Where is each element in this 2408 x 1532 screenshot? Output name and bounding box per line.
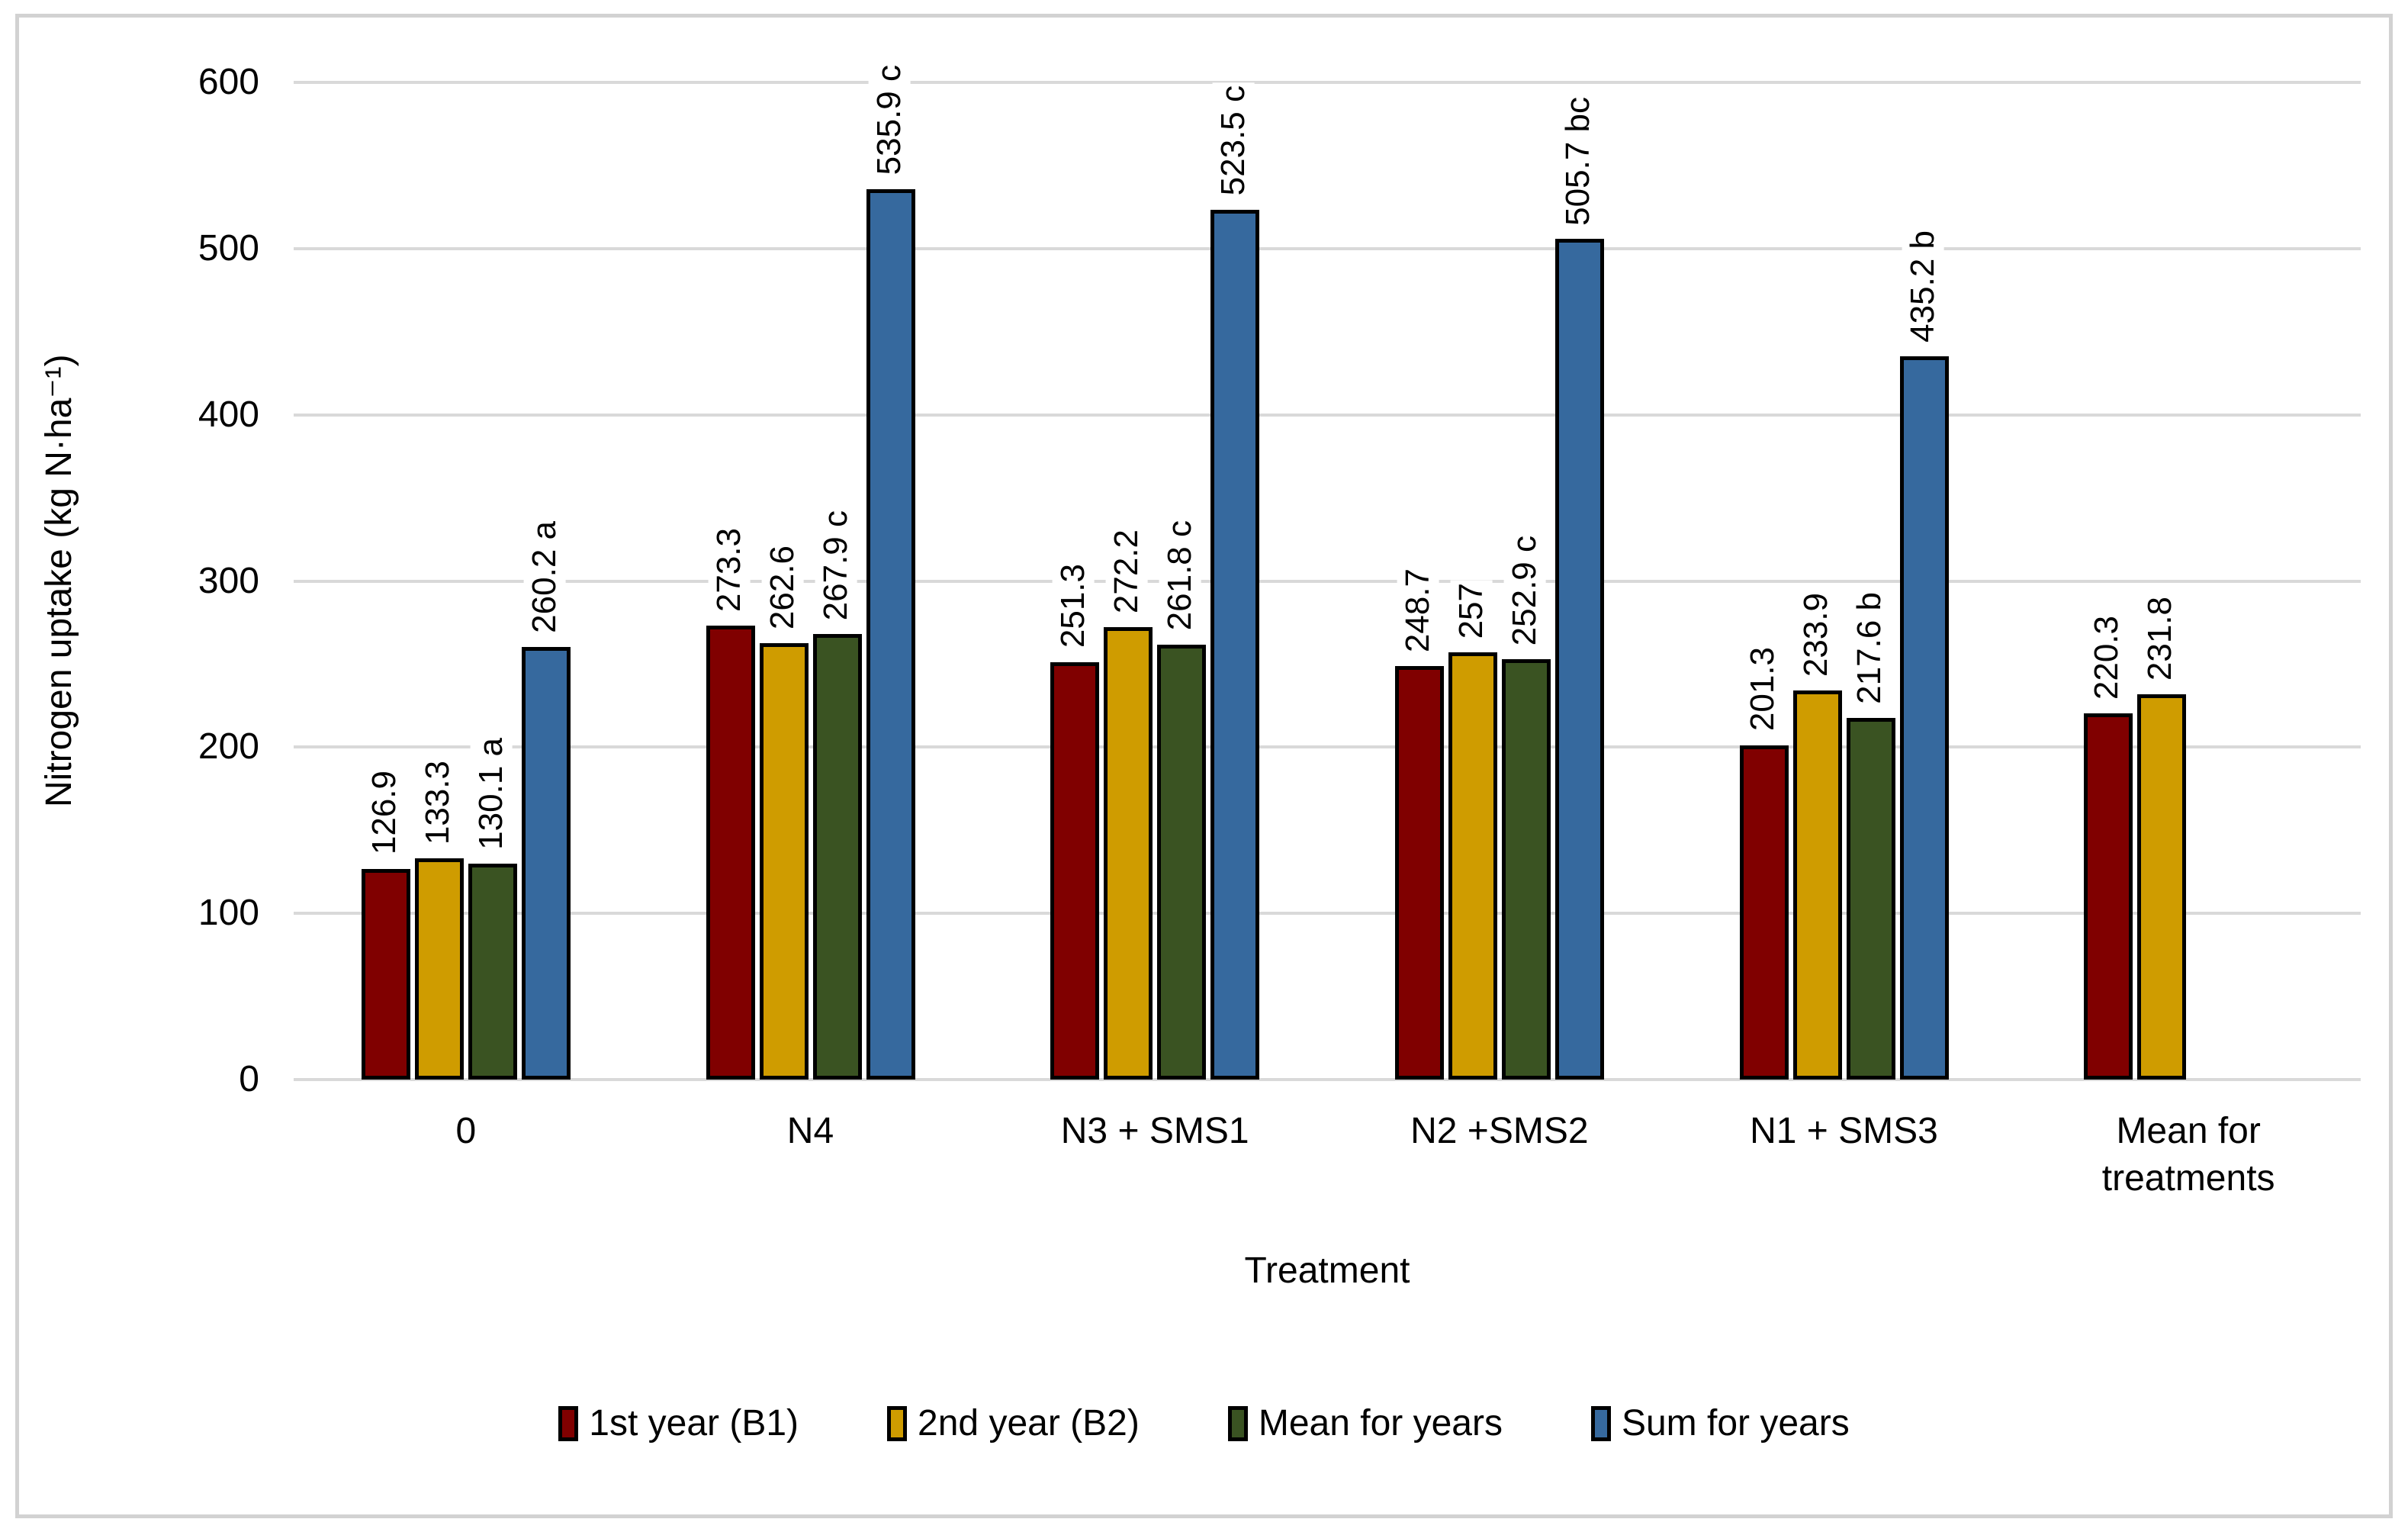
legend-swatch [1590, 1406, 1611, 1441]
bar-2nd-year-b2- [759, 642, 809, 1080]
bar-1st-year-b1- [2084, 713, 2133, 1080]
bar-value-label: 252.9 c [1503, 532, 1546, 649]
legend: 1st year (B1) 2nd year (B2) Mean for years… [0, 1405, 2408, 1442]
x-category-label: 0 [455, 1111, 477, 1151]
bar-mean-for-years [1501, 659, 1551, 1080]
legend-swatch [887, 1406, 908, 1441]
legend-label: 2nd year (B2) [918, 1403, 1140, 1443]
bar-2nd-year-b2- [1104, 627, 1153, 1080]
bar-1st-year-b1- [361, 868, 410, 1080]
x-axis-title: Treatment [1244, 1250, 1410, 1291]
legend-item: 1st year (B1) [558, 1405, 799, 1442]
y-tick-label: 200 [198, 726, 259, 768]
bar-mean-for-years [468, 863, 517, 1080]
x-category-label: N2 +SMS2 [1410, 1111, 1589, 1151]
bar-value-label: 435.2 b [1902, 227, 1944, 346]
x-category-label: N1 + SMS3 [1750, 1111, 1938, 1151]
bar-mean-for-years [1846, 717, 1895, 1080]
bar-value-label: 126.9 [363, 768, 406, 858]
bar-value-label: 272.2 [1106, 526, 1148, 617]
y-tick-label: 600 [198, 62, 259, 102]
bar-value-label: 217.6 b [1848, 589, 1891, 707]
y-tick-label: 300 [198, 560, 259, 601]
bar-sum-for-years [1554, 239, 1604, 1080]
y-tick-label: 400 [198, 394, 259, 435]
y-tick-label: 100 [198, 893, 259, 934]
legend-label: Mean for years [1258, 1403, 1503, 1443]
bar-mean-for-years [812, 634, 862, 1080]
x-category-label: N3 + SMS1 [1060, 1111, 1249, 1151]
bar-1st-year-b1- [1739, 745, 1789, 1080]
bar-value-label: 251.3 [1053, 561, 1095, 652]
bar-value-label: 260.2 a [523, 518, 566, 637]
x-category-label: N4 [786, 1111, 834, 1151]
bar-mean-for-years [1157, 644, 1207, 1080]
bar-value-label: 201.3 [1741, 644, 1784, 735]
gridline [294, 413, 2361, 417]
bar-2nd-year-b2- [1792, 690, 1842, 1080]
bar-2nd-year-b2- [2137, 694, 2187, 1080]
bar-value-label: 505.7 bc [1557, 93, 1599, 229]
bar-value-label: 248.7 [1397, 565, 1439, 656]
legend-label: Sum for years [1621, 1403, 1850, 1443]
gridline [294, 912, 2361, 916]
bar-sum-for-years [1210, 209, 1260, 1080]
y-tick-label: 500 [198, 227, 259, 269]
gridline [294, 246, 2361, 250]
bar-value-label: 231.8 [2140, 593, 2181, 684]
bar-1st-year-b1- [1394, 666, 1444, 1080]
bar-value-label: 523.5 c [1213, 82, 1255, 199]
bar-1st-year-b1- [706, 625, 755, 1080]
legend-swatch [558, 1406, 579, 1441]
x-category-label: Mean for treatments [2101, 1111, 2275, 1199]
bar-1st-year-b1- [1050, 661, 1100, 1080]
y-tick-label: 0 [239, 1059, 259, 1099]
bar-value-label: 261.8 c [1159, 517, 1201, 634]
bar-2nd-year-b2- [414, 858, 464, 1080]
legend-label: 1st year (B1) [589, 1403, 799, 1443]
gridline [294, 1078, 2361, 1081]
bar-value-label: 267.9 c [815, 507, 857, 624]
bar-sum-for-years [1899, 356, 1949, 1080]
legend-item: Sum for years [1590, 1403, 1850, 1443]
gridline [294, 579, 2361, 583]
legend-swatch [1227, 1406, 1248, 1441]
bar-value-label: 130.1 a [470, 734, 513, 853]
gridline [294, 81, 2361, 84]
bar-value-label: 233.9 [1795, 590, 1837, 681]
legend-item: Mean for years [1227, 1403, 1503, 1443]
bar-value-label: 273.3 [708, 524, 751, 615]
bar-sum-for-years [866, 188, 915, 1080]
bar-value-label: 262.6 [761, 542, 804, 632]
bar-value-label: 535.9 c [868, 62, 911, 179]
legend-item: 2nd year (B2) [887, 1405, 1140, 1442]
bar-2nd-year-b2- [1448, 652, 1497, 1080]
bar-value-label: 220.3 [2086, 613, 2128, 703]
bar-sum-for-years [521, 647, 571, 1080]
bar-value-label: 257 [1450, 579, 1493, 642]
gridline [294, 745, 2361, 749]
bar-value-label: 133.3 [416, 757, 459, 848]
